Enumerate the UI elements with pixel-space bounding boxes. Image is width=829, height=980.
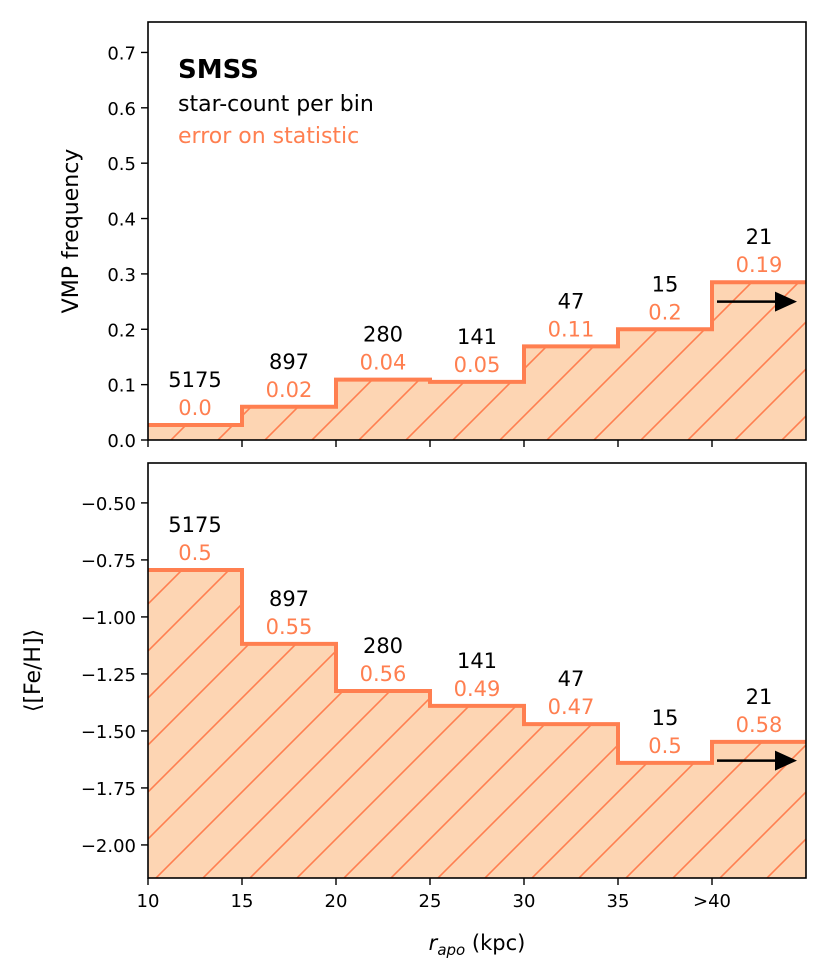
bottom-y-tick-label: −0.75 [81,551,136,572]
bottom-y-tick-label: −2.00 [81,836,136,857]
legend-title: SMSS [178,55,259,85]
x-tick-label: 20 [325,891,348,912]
bottom-count-label: 897 [269,587,309,611]
top-count-label: 5175 [168,368,221,392]
bottom-y-tick-label: −1.75 [81,779,136,800]
x-tick-label: 25 [419,891,442,912]
legend: SMSS star-count per bin error on statist… [178,55,374,149]
top-count-label: 21 [746,225,773,249]
top-step-line [148,280,806,428]
x-tick-label: >40 [693,891,731,912]
bottom-count-label: 141 [457,649,497,673]
top-error-label: 0.11 [548,317,595,341]
bottom-error-label: 0.58 [736,713,783,737]
top-y-tick-label: 0.5 [107,154,136,175]
top-error-label: 0.2 [648,300,681,324]
x-tick-label: 15 [231,891,254,912]
top-error-label: 0.05 [454,353,501,377]
bottom-error-label: 0.47 [548,695,595,719]
x-tick-label: 30 [513,891,536,912]
bottom-arrow-head [775,750,797,771]
top-arrow-head [775,291,797,312]
top-count-label: 47 [558,289,585,313]
bottom-y-tick-label: −0.50 [81,494,136,515]
bottom-y-axis-label: ⟨[Fe/H]⟩ [21,629,46,712]
bottom-y-tick-label: −1.50 [81,722,136,743]
bottom-count-label: 21 [746,685,773,709]
bottom-count-label: 47 [558,667,585,691]
top-count-label: 141 [457,325,497,349]
bottom-error-label: 0.55 [266,615,313,639]
legend-error-label: error on statistic [178,124,359,149]
bottom-hatched-area [148,569,806,878]
x-tick-label: 35 [607,891,630,912]
top-axes-frame [147,21,807,441]
top-y-tick-label: 0.3 [107,265,136,286]
top-y-tick-label: 0.0 [107,431,136,452]
bottom-count-label: 280 [363,634,403,658]
top-error-label: 0.0 [178,396,211,420]
top-y-tick-label: 0.6 [107,99,136,120]
top-count-label: 280 [363,323,403,347]
x-tick-label: 10 [137,891,160,912]
top-hatched-area [148,282,806,440]
bottom-axes-frame [147,462,807,879]
bottom-error-label: 0.5 [178,541,211,565]
top-error-label: 0.19 [736,253,783,277]
top-count-label: 15 [652,272,679,296]
bottom-count-label: 5175 [168,513,221,537]
bottom-error-label: 0.5 [648,734,681,758]
bottom-y-tick-label: −1.00 [81,608,136,629]
top-error-label: 0.02 [266,378,313,402]
bottom-y-tick-label: −1.25 [81,665,136,686]
bottom-error-label: 0.56 [360,662,407,686]
top-error-label: 0.04 [360,351,407,375]
bottom-step-line [148,567,806,765]
top-count-label: 897 [269,350,309,374]
x-axis-label: rapo (kpc) [429,931,526,959]
legend-count-label: star-count per bin [178,92,374,117]
top-y-axis-label: VMP frequency [59,149,84,314]
top-y-tick-label: 0.1 [107,376,136,397]
top-y-tick-label: 0.4 [107,210,136,231]
top-y-tick-label: 0.2 [107,320,136,341]
bottom-count-label: 15 [652,706,679,730]
bottom-error-label: 0.49 [454,677,501,701]
top-y-tick-label: 0.7 [107,43,136,64]
